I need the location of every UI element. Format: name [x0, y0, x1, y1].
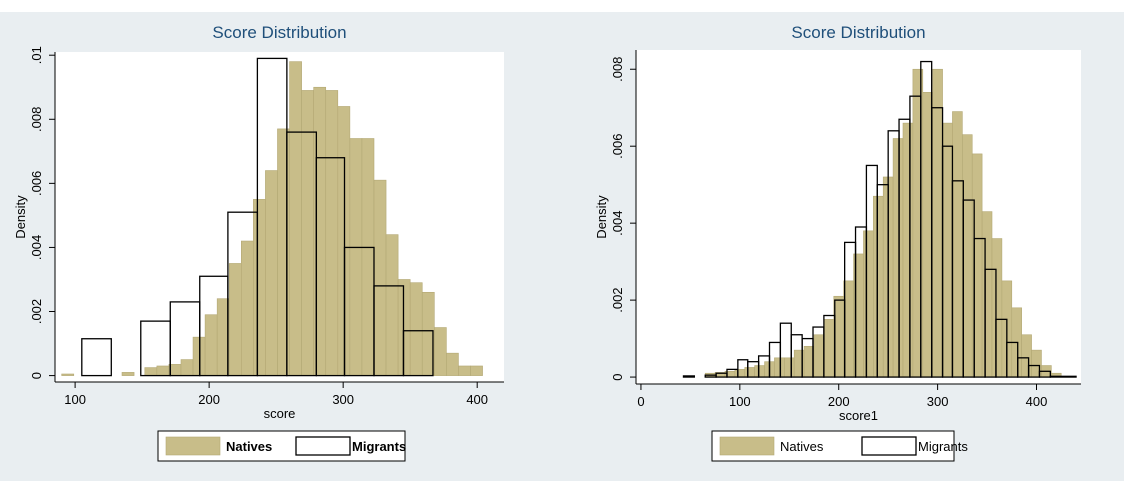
x-tick-label: 400 — [1026, 394, 1048, 409]
natives-bar — [932, 68, 943, 378]
natives-bar — [892, 138, 904, 378]
y-axis-label: Density — [594, 195, 609, 239]
legend: Natives Migrants — [711, 430, 968, 462]
y-tick-label: .002 — [610, 287, 625, 312]
y-tick-label: .006 — [29, 171, 44, 196]
y-tick-label: .008 — [610, 57, 625, 82]
legend-swatch-natives — [165, 436, 221, 456]
legend-label-migrants: Migrants — [352, 439, 406, 454]
y-tick-label: .01 — [29, 46, 44, 64]
natives-bar — [241, 240, 254, 376]
natives-bar — [409, 282, 423, 376]
natives-bar — [337, 106, 351, 376]
natives-bar — [734, 369, 746, 378]
series-migrants — [682, 60, 1077, 378]
natives-bar — [397, 279, 411, 376]
natives-bar — [863, 230, 874, 378]
series-natives — [704, 68, 1062, 378]
legend: Natives Migrants — [157, 430, 406, 462]
legend-swatch-migrants — [861, 436, 917, 456]
natives-bar — [952, 111, 963, 378]
natives-bar — [385, 234, 399, 376]
x-tick-label: 300 — [332, 392, 354, 407]
natives-bar — [289, 61, 302, 376]
natives-bar — [204, 314, 218, 376]
natives-bar — [61, 373, 75, 376]
natives-bar — [744, 367, 755, 378]
natives-bar — [902, 122, 914, 378]
legend-label-migrants: Migrants — [918, 439, 968, 454]
natives-bar — [446, 352, 459, 376]
y-tick-label: 0 — [29, 372, 44, 379]
natives-bar — [774, 357, 785, 378]
natives-bar — [180, 359, 194, 376]
natives-bar — [265, 170, 278, 376]
migrants-bar — [81, 338, 112, 377]
y-tick-label: .004 — [29, 235, 44, 260]
y-tick-label: .008 — [29, 107, 44, 132]
natives-bar — [434, 327, 447, 376]
x-tick-label: 0 — [637, 394, 644, 409]
natives-bar — [784, 357, 795, 378]
natives-bar — [1021, 334, 1032, 378]
natives-bar — [373, 179, 387, 376]
natives-bar — [228, 263, 242, 376]
natives-bar — [156, 365, 170, 376]
series-migrants — [81, 57, 434, 377]
natives-bar — [349, 138, 363, 376]
chart-title: Score Distribution — [212, 23, 346, 42]
x-tick-label: 300 — [927, 394, 949, 409]
natives-bar — [144, 367, 158, 376]
natives-bar — [277, 128, 290, 376]
y-tick-label: .002 — [29, 299, 44, 324]
natives-bar — [813, 334, 825, 378]
natives-bar — [313, 86, 327, 376]
natives-bar — [121, 372, 135, 376]
legend-label-natives: Natives — [780, 439, 824, 454]
histogram-chart-2: Score Distribution 0 100 200 300 400 0 .002 .004… — [562, 12, 1124, 481]
natives-bar — [942, 122, 953, 378]
x-tick-label: 400 — [466, 392, 488, 407]
x-axis-label: score — [264, 406, 296, 421]
legend-swatch-migrants — [295, 436, 351, 456]
x-tick-label: 100 — [64, 392, 86, 407]
x-tick-label: 100 — [729, 394, 751, 409]
y-tick-label: .006 — [610, 134, 625, 159]
natives-bar — [470, 365, 483, 376]
natives-bar — [991, 238, 1003, 378]
natives-bar — [253, 199, 266, 376]
natives-bar — [823, 319, 835, 378]
migrants-bar — [1049, 375, 1077, 378]
chart-panel-left: Score Distribution 100 200 300 400 0 .002 .004.… — [0, 12, 562, 481]
migrants-bar — [1038, 370, 1051, 378]
chart-panel-right: Score Distribution 0 100 200 300 400 0 .002 .004… — [562, 0, 1124, 481]
natives-bar — [754, 365, 765, 378]
legend-label-natives: Natives — [226, 439, 272, 454]
y-tick-label: .004 — [610, 211, 625, 236]
migrants-bar — [402, 330, 434, 377]
series-natives — [61, 61, 483, 376]
natives-bar — [325, 90, 339, 376]
chart-title: Score Distribution — [791, 23, 925, 42]
migrants-bar — [682, 375, 695, 378]
natives-bar — [301, 90, 314, 376]
natives-bar — [361, 138, 375, 376]
natives-bar — [873, 195, 884, 378]
legend-swatch-natives — [719, 436, 775, 456]
x-axis-label: score1 — [839, 408, 878, 423]
natives-bar — [192, 336, 206, 376]
histogram-chart-1: Score Distribution 100 200 300 400 0 .002 .004.… — [0, 12, 562, 481]
y-axis-label: Density — [13, 195, 28, 239]
y-tick-label: 0 — [610, 373, 625, 380]
natives-bar — [458, 365, 471, 376]
x-tick-label: 200 — [198, 392, 220, 407]
natives-bar — [981, 211, 993, 378]
x-tick-label: 200 — [828, 394, 850, 409]
